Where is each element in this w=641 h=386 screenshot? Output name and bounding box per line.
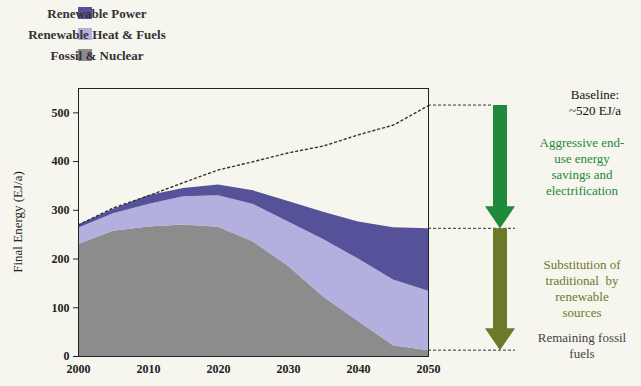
svg-text:Fossil & Nuclear: Fossil & Nuclear xyxy=(50,48,143,63)
svg-text:renewable: renewable xyxy=(555,289,609,304)
svg-text:traditional by: traditional by xyxy=(546,273,619,288)
svg-text:electrification: electrification xyxy=(546,183,619,198)
svg-text:use energy: use energy xyxy=(554,151,610,166)
svg-text:Renewable Power: Renewable Power xyxy=(47,6,147,21)
svg-text:fuels: fuels xyxy=(569,346,594,361)
svg-text:Final Energy (EJ/a): Final Energy (EJ/a) xyxy=(10,171,25,273)
svg-text:Substitution of: Substitution of xyxy=(544,257,622,272)
svg-text:0: 0 xyxy=(63,349,70,364)
svg-text:400: 400 xyxy=(52,154,70,168)
svg-text:300: 300 xyxy=(52,203,70,217)
svg-text:Aggressive end-: Aggressive end- xyxy=(540,135,625,150)
svg-text:sources: sources xyxy=(563,305,602,320)
svg-text:2050: 2050 xyxy=(417,362,441,376)
svg-text:2020: 2020 xyxy=(207,362,231,376)
svg-text:500: 500 xyxy=(52,106,70,120)
svg-text:Renewable Heat & Fuels: Renewable Heat & Fuels xyxy=(28,27,166,42)
svg-text:200: 200 xyxy=(52,252,70,266)
svg-text:Baseline:: Baseline: xyxy=(571,87,619,102)
svg-text:2010: 2010 xyxy=(137,362,161,376)
svg-text:savings and: savings and xyxy=(551,167,613,182)
svg-text:2000: 2000 xyxy=(67,362,91,376)
svg-text:100: 100 xyxy=(52,301,70,315)
svg-text:Remaining fossil: Remaining fossil xyxy=(538,330,627,345)
svg-text:2040: 2040 xyxy=(347,362,371,376)
svg-text:2030: 2030 xyxy=(277,362,301,376)
svg-text:~520 EJ/a: ~520 EJ/a xyxy=(569,103,621,118)
